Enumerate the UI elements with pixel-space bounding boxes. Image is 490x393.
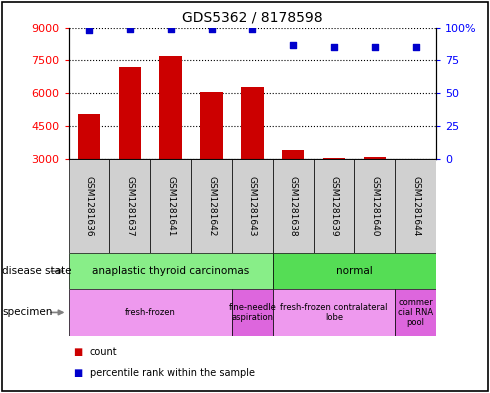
Point xyxy=(126,26,134,32)
Bar xyxy=(273,253,436,289)
Title: GDS5362 / 8178598: GDS5362 / 8178598 xyxy=(182,11,322,25)
Text: disease state: disease state xyxy=(2,266,72,276)
Point xyxy=(412,44,419,50)
Text: specimen: specimen xyxy=(2,307,53,318)
Point xyxy=(208,26,216,32)
Text: ■: ■ xyxy=(74,347,83,357)
Text: GSM1281642: GSM1281642 xyxy=(207,176,216,237)
Bar xyxy=(69,289,232,336)
Text: count: count xyxy=(90,347,117,357)
Text: GSM1281638: GSM1281638 xyxy=(289,176,298,237)
Bar xyxy=(69,159,109,253)
Point xyxy=(248,26,256,32)
Text: GSM1281644: GSM1281644 xyxy=(411,176,420,237)
Text: fresh-frozen contralateral
lobe: fresh-frozen contralateral lobe xyxy=(280,303,388,322)
Bar xyxy=(395,159,436,253)
Text: ■: ■ xyxy=(74,368,83,378)
Point xyxy=(289,42,297,48)
Bar xyxy=(191,159,232,253)
Text: commer
cial RNA
pool: commer cial RNA pool xyxy=(398,298,433,327)
Text: GSM1281639: GSM1281639 xyxy=(329,176,339,237)
Bar xyxy=(273,289,395,336)
Bar xyxy=(314,159,354,253)
Text: fresh-frozen: fresh-frozen xyxy=(125,308,176,317)
Text: GSM1281640: GSM1281640 xyxy=(370,176,379,237)
Bar xyxy=(282,150,304,159)
Bar xyxy=(364,157,386,159)
Bar xyxy=(109,159,150,253)
Bar xyxy=(119,67,141,159)
Bar xyxy=(241,87,264,159)
Text: anaplastic thyroid carcinomas: anaplastic thyroid carcinomas xyxy=(92,266,249,276)
Text: fine-needle
aspiration: fine-needle aspiration xyxy=(228,303,276,322)
Bar xyxy=(159,56,182,159)
Point xyxy=(330,44,338,50)
Bar xyxy=(354,159,395,253)
Point xyxy=(371,44,379,50)
Bar xyxy=(273,159,314,253)
Text: GSM1281641: GSM1281641 xyxy=(166,176,175,237)
Point xyxy=(85,27,93,33)
Text: GSM1281637: GSM1281637 xyxy=(125,176,134,237)
Text: GSM1281643: GSM1281643 xyxy=(248,176,257,237)
Bar xyxy=(150,159,191,253)
Bar xyxy=(69,253,273,289)
Bar xyxy=(323,158,345,159)
Bar xyxy=(200,92,223,159)
Text: percentile rank within the sample: percentile rank within the sample xyxy=(90,368,255,378)
Bar xyxy=(232,159,273,253)
Text: GSM1281636: GSM1281636 xyxy=(84,176,94,237)
Bar xyxy=(78,114,100,159)
Bar xyxy=(395,289,436,336)
Point xyxy=(167,26,174,32)
Text: normal: normal xyxy=(336,266,373,276)
Bar xyxy=(232,289,273,336)
